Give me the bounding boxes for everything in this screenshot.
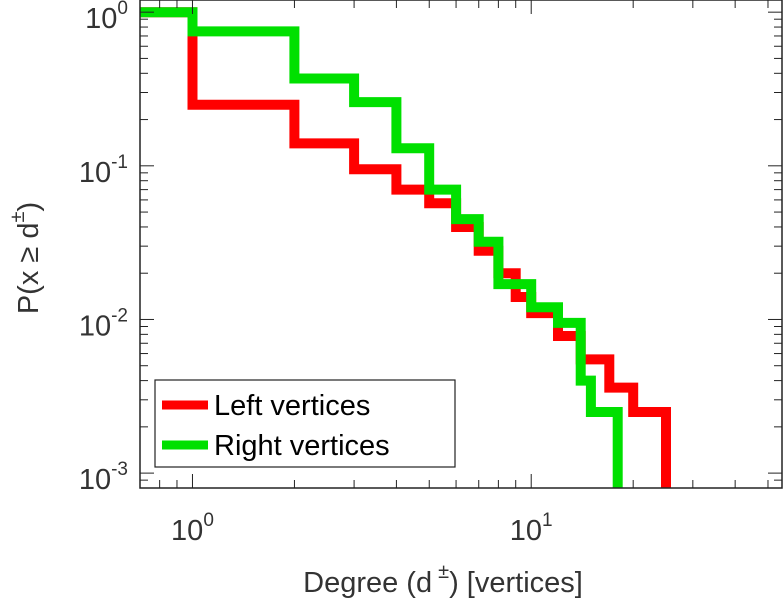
series-layer [140,7,671,488]
y-tick-label-base: 10 [85,3,117,35]
x-tick-label-base: 10 [171,515,203,547]
minor-ticks [139,0,782,489]
y-axis-label-after: ) [13,202,45,212]
y-tick-label: 10-3 [79,459,128,496]
x-axis-label-before: Degree (d [303,567,432,599]
y-tick-label-exp: -2 [111,305,128,326]
y-axis-label: P(x ≥ d±) [7,202,45,314]
y-tick-label: 10-2 [79,305,128,342]
y-axis-label-sup: ± [7,211,29,222]
y-tick-label-exp: -1 [111,152,128,173]
legend-label-left-vertices: Left vertices [214,390,370,422]
legend: Left vertices Right vertices [154,379,456,468]
x-tick-label-base: 10 [510,515,542,547]
y-tick-label-exp: 0 [117,0,128,19]
legend-label-right-vertices: Right vertices [214,430,390,462]
x-axis-label-sup: ± [438,561,449,583]
y-axis-label-before: P(x ≥ d [13,222,45,314]
x-tick-label-exp: 1 [542,510,553,531]
x-tick-label: 100 [171,510,214,547]
y-tick-label: 100 [85,0,128,35]
x-tick-label: 101 [510,510,553,547]
x-axis-label: Degree (d ±) [vertices] [303,561,583,599]
y-tick-label-exp: -3 [111,459,128,480]
y-tick-label: 10-1 [79,152,128,189]
x-axis-label-after: ) [vertices] [449,567,583,599]
series-right-vertices [140,7,623,488]
x-tick-label-exp: 0 [203,510,214,531]
y-tick-label-base: 10 [79,310,111,342]
y-tick-label-base: 10 [79,464,111,496]
legend-box [154,379,456,468]
axes-box [139,0,783,489]
y-tick-label-base: 10 [79,157,111,189]
